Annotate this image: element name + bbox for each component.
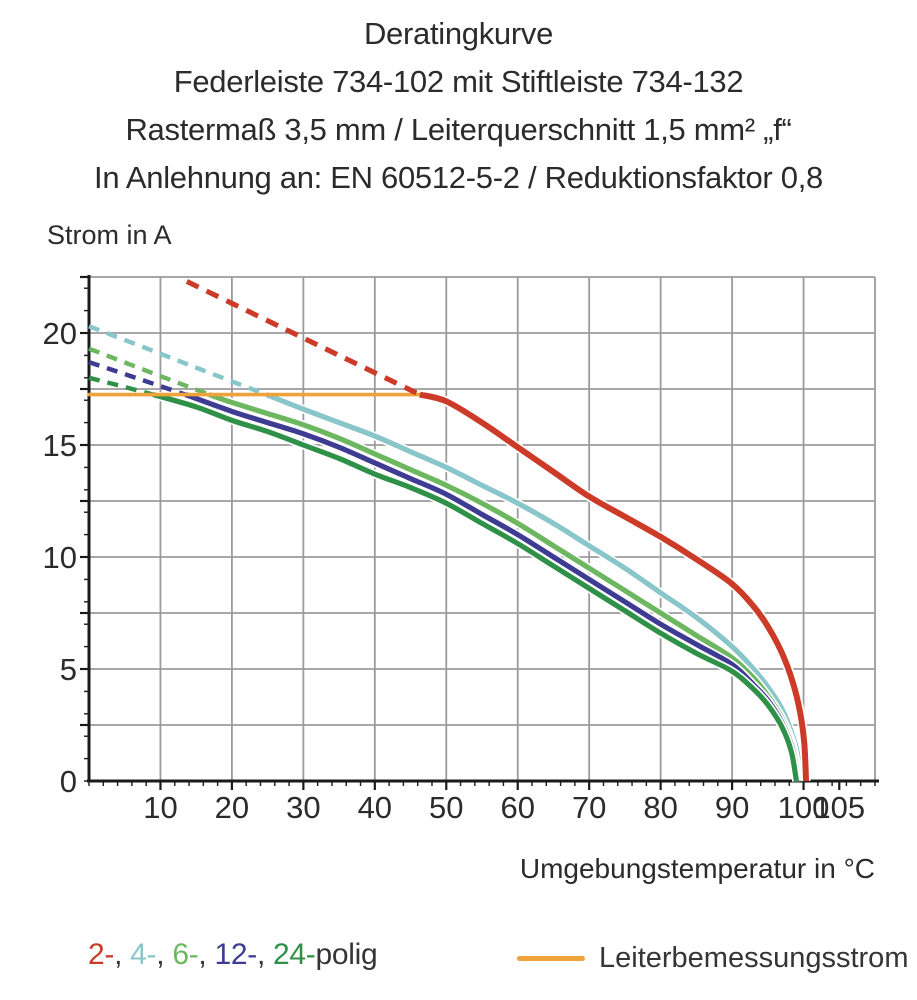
legend-entry-4-polig: 4- [130,938,157,971]
x-tick-label-20: 20 [215,790,249,825]
rated-current-line-swatch [517,955,585,961]
pole-count-curves [88,324,806,782]
chart-title: Deratingkurve [363,16,554,51]
series-4-polig-dashed [88,324,268,397]
series-12-polig-solid [184,392,801,782]
x-tick-label-80: 80 [643,790,677,825]
x-tick-label-90: 90 [715,790,749,825]
x-tick-label-30: 30 [286,790,320,825]
poles-legend: 2-, 4-, 6-, 12-, 24-polig [88,938,378,972]
series-12-polig-casing [184,390,803,782]
legend-separator: , [256,938,274,971]
x-tick-label-40: 40 [358,790,392,825]
chart-title-block: Deratingkurve Federleiste 734-102 mit St… [0,10,917,202]
series-6-polig-solid [208,392,802,782]
y-tick-label-0: 0 [60,764,77,799]
x-tick-label-50: 50 [429,790,463,825]
series-24-polig-dashed [88,375,154,397]
chart-subtitle-specs: Rastermaß 3,5 mm / Leiterquerschnitt 1,5… [125,112,792,147]
y-tick-label-10: 10 [43,540,77,575]
x-tick-label-100: 100 [778,790,830,825]
legend-separator: , [156,938,173,971]
y-tick-label-15: 15 [43,428,77,463]
legend-entry-12-polig: 12- [214,938,257,971]
rated-current-legend-label: Leiterbemessungsstrom [599,941,909,974]
rated-current-legend: Leiterbemessungsstrom [517,938,908,978]
gridlines [89,276,876,781]
series-6-polig-dashed [88,346,210,397]
chart-subtitle-connectors: Federleiste 734-102 mit Stiftleiste 734-… [173,64,744,99]
legend-entry-2-polig: 2- [88,938,115,971]
axis-ticks [80,275,876,790]
series-24-polig-casing [152,390,801,782]
series-2-polig-solid [419,391,810,782]
legend-entry-6-polig: 6- [172,938,199,971]
legend-suffix-polig: polig [315,938,378,971]
chart-subtitle-standard: In Anlehnung an: EN 60512-5-2 / Reduktio… [94,160,823,195]
y-axis-title: Strom in A [47,220,172,250]
y-tick-label-20: 20 [43,316,77,351]
y-tick-label-5: 5 [60,652,77,687]
x-tick-label-60: 60 [500,790,534,825]
legend-separator: , [198,938,215,971]
series-4-polig-solid [265,392,804,782]
series-24-polig-solid [152,392,799,782]
y-tick-labels: 0 5 10 15 20 [43,316,77,799]
legend-entry-24-polig: 24- [273,938,316,971]
axes [87,275,879,783]
x-tick-label-105: 105 [813,790,865,825]
x-axis-title: Umgebungstemperatur in °C [519,853,875,884]
x-tick-label-70: 70 [572,790,606,825]
legend-separator: , [114,938,131,971]
series-6-polig-casing [207,390,804,782]
x-tick-label-10: 10 [143,790,177,825]
two-pole-curve [185,279,811,782]
series-2-polig-dashed [185,279,421,397]
